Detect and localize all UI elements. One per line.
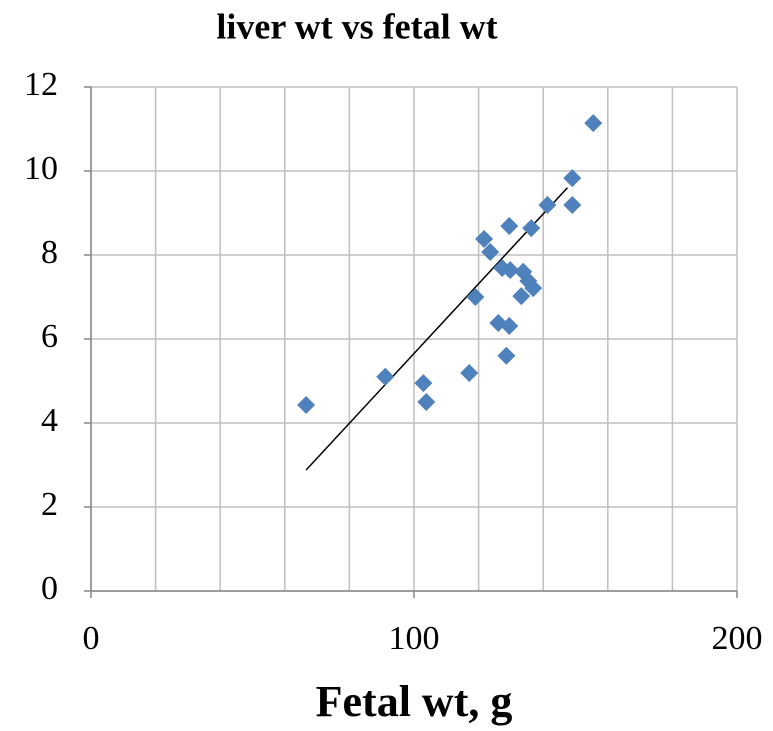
point bbox=[512, 287, 531, 306]
point bbox=[497, 346, 516, 365]
point bbox=[500, 217, 519, 236]
point bbox=[563, 169, 582, 188]
point bbox=[522, 219, 541, 238]
point bbox=[414, 374, 433, 393]
point bbox=[460, 364, 479, 383]
y-tick-label: 8 bbox=[41, 234, 58, 271]
y-tick-label: 4 bbox=[41, 402, 58, 439]
x-tick-label: 0 bbox=[83, 620, 100, 657]
y-tick-label: 6 bbox=[41, 318, 58, 355]
point bbox=[500, 316, 519, 335]
point bbox=[538, 196, 557, 215]
x-axis-label: Fetal wt, g bbox=[316, 677, 513, 726]
chart-title: liver wt vs fetal wt bbox=[216, 6, 497, 46]
point bbox=[563, 196, 582, 215]
y-tick-label: 2 bbox=[41, 486, 58, 523]
point bbox=[481, 243, 500, 262]
x-tick-label: 200 bbox=[712, 620, 763, 657]
point bbox=[501, 261, 520, 280]
point bbox=[584, 114, 603, 133]
x-tick-label: 100 bbox=[389, 620, 440, 657]
point bbox=[376, 367, 395, 386]
point bbox=[475, 230, 494, 249]
point bbox=[297, 395, 316, 414]
trendline bbox=[305, 187, 568, 471]
y-tick-label: 12 bbox=[24, 66, 58, 103]
point bbox=[417, 393, 436, 411]
y-tick-label: 10 bbox=[24, 150, 58, 187]
point bbox=[466, 288, 485, 306]
y-tick-label: 0 bbox=[41, 570, 58, 607]
point bbox=[524, 279, 543, 298]
